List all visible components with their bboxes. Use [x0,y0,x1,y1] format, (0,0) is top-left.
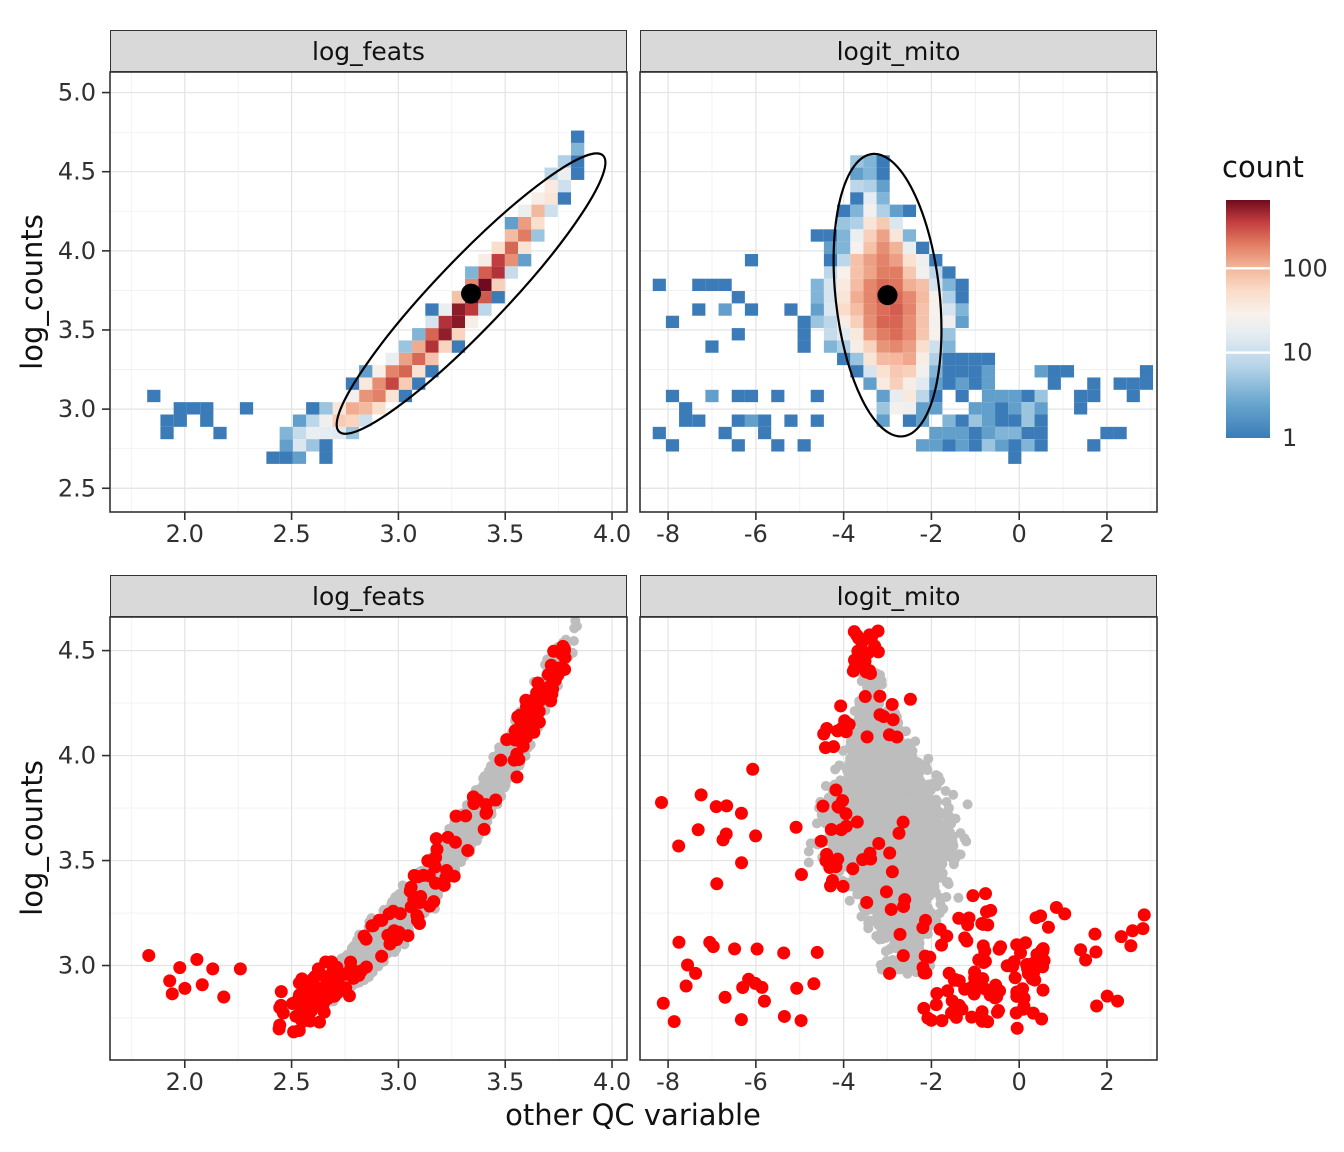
y-tick-label: 3.0 [58,952,96,980]
outlier-points [142,639,572,1039]
facet-strip-top-right: logit_mito [640,30,1157,72]
x-tick-label: 2.5 [273,1068,311,1096]
y-tick-label: 4.5 [58,637,96,665]
x-tick-label: 2.5 [273,520,311,548]
x-tick-label: -8 [656,520,680,548]
legend-tick-label: 10 [1282,339,1313,367]
facet-label: log_feats [312,581,425,611]
facet-label: log_feats [312,36,425,66]
facet-strip-bottom-left: log_feats [110,575,627,617]
panel-border [109,616,628,1061]
x-tick-label: -2 [919,1068,943,1096]
x-tick-label: 3.5 [486,520,524,548]
y-tick-label: 4.0 [58,742,96,770]
y-tick-label: 2.5 [58,474,96,502]
x-tick-label: -2 [919,520,943,548]
covariance-ellipse [335,152,607,435]
legend-title: count [1222,150,1304,184]
x-tick-label: -4 [832,1068,856,1096]
x-tick-label: 0 [1012,1068,1027,1096]
y-tick-label: 4.0 [58,237,96,265]
panel-border [639,616,1158,1061]
facet-label: logit_mito [836,36,961,66]
facet-strip-bottom-right: logit_mito [640,575,1157,617]
panel-top-right [639,71,1158,513]
gridlines-top-left [110,72,627,512]
x-tick-label: 2.0 [166,520,204,548]
facet-label: logit_mito [836,581,961,611]
distribution-center-dot [461,283,482,304]
y-tick-label: 5.0 [58,79,96,107]
x-tick-label: 4.0 [593,520,631,548]
count-bins [147,130,585,464]
y-tick-label: 3.5 [58,847,96,875]
legend-tick-label: 1 [1282,424,1297,452]
x-tick-label: -8 [656,1068,680,1096]
x-tick-label: 3.5 [486,1068,524,1096]
panel-bottom-right [639,616,1158,1061]
x-tick-label: 2 [1099,520,1114,548]
panel-bottom-left [109,616,628,1061]
y-tick-label: 4.5 [58,158,96,186]
y-tick-label: 3.5 [58,316,96,344]
axis-top-left: 2.0 2.5 3.0 3.5 4.0 5.0 4.5 4.0 3.5 3.0 2.5 [58,79,631,548]
x-tick-label: 0 [1012,520,1027,548]
axis-top-right: -8 -6 -4 -2 0 2 [656,512,1115,548]
axis-bottom-right: -8 -6 -4 -2 0 2 [656,1060,1115,1096]
x-axis-title: other QC variable [505,1098,761,1132]
covariance-ellipse [832,152,943,438]
legend-colourbar: 100 10 1 [1226,200,1328,452]
x-tick-label: -6 [744,1068,768,1096]
panel-border [639,71,1158,513]
x-tick-label: 2 [1099,1068,1114,1096]
x-tick-label: 2.0 [166,1068,204,1096]
outlier-points [655,624,1151,1035]
axis-bottom-left: 2.0 2.5 3.0 3.5 4.0 4.5 4.0 3.5 3.0 [58,637,631,1096]
y-tick-label: 3.0 [58,395,96,423]
y-axis-title-top: log_counts [15,214,49,370]
panel-top-left [109,71,628,513]
x-tick-label: 4.0 [593,1068,631,1096]
distribution-center-dot [877,285,898,306]
facet-strip-top-left: log_feats [110,30,627,72]
x-tick-label: -6 [744,520,768,548]
x-tick-label: 3.0 [379,520,417,548]
legend-tick-label: 100 [1282,254,1328,282]
x-tick-label: 3.0 [379,1068,417,1096]
y-axis-title-bottom: log_counts [15,760,49,916]
panel-border [109,71,628,513]
x-tick-label: -4 [832,520,856,548]
legend-gradient-bar [1226,200,1270,438]
